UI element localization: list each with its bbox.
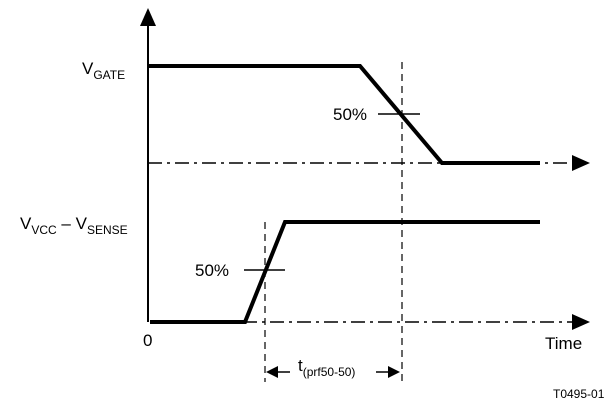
- time-axis-lower-arrowhead: [572, 314, 590, 330]
- origin-label: 0: [143, 331, 152, 350]
- vsense-label-main: V: [76, 214, 88, 233]
- vvcc-label-sub: VCC: [31, 223, 57, 237]
- interval-label: t(prf50-50): [298, 356, 355, 379]
- minus-sign: –: [57, 214, 76, 233]
- interval-arrowhead-left: [266, 366, 278, 378]
- interval-arrowhead-right: [388, 366, 400, 378]
- vvcc-label-main: V: [20, 214, 32, 233]
- time-axis-upper-arrowhead: [572, 155, 590, 171]
- vgate-label: VGATE: [82, 59, 125, 82]
- interval-label-main: t: [298, 356, 303, 375]
- pct-upper-label: 50%: [333, 105, 367, 124]
- vgate-label-main: V: [82, 59, 94, 78]
- y-axis-arrowhead: [140, 8, 156, 26]
- vsense-label-sub: SENSE: [87, 223, 128, 237]
- figure-id: T0495-01: [553, 387, 605, 401]
- interval-label-sub: (prf50-50): [303, 365, 356, 379]
- time-axis-label: Time: [545, 334, 582, 353]
- pct-lower-label: 50%: [195, 261, 229, 280]
- vsense-label: VVCC – VSENSE: [20, 214, 128, 237]
- vgate-label-sub: GATE: [93, 68, 125, 82]
- vsense-waveform: [150, 220, 540, 324]
